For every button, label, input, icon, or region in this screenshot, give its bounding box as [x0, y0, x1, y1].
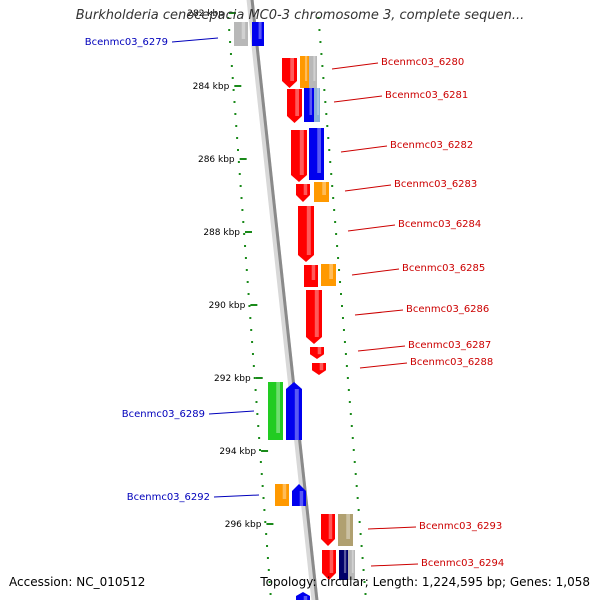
gene-label: Bcenmc03_6289: [122, 409, 205, 420]
tick-label: 294 kbp: [219, 447, 256, 457]
gene-label: Bcenmc03_6281: [385, 90, 468, 101]
leader-line: [351, 268, 400, 276]
gene-label: Bcenmc03_6283: [394, 179, 477, 190]
gene-6279a: [234, 22, 248, 46]
gene-6280b: [300, 56, 309, 88]
gene-6287: [310, 347, 324, 359]
leader-line: [171, 37, 219, 43]
backbone-line: [250, 0, 319, 600]
map-title: Burkholderia cenocepacia MC0-3 chromosom…: [75, 8, 525, 23]
leader-line: [357, 345, 406, 352]
gene-6292b: [292, 484, 306, 506]
gene-6288: [312, 363, 326, 375]
gene-label: Bcenmc03_6288: [410, 357, 493, 368]
tick-label: 290 kbp: [209, 301, 246, 311]
gene-label: Bcenmc03_6285: [402, 263, 485, 274]
tick-label: 292 kbp: [214, 374, 251, 384]
gene-6294b: [339, 550, 348, 580]
gene-label: Bcenmc03_6284: [398, 219, 481, 230]
gene-6289a: [268, 382, 283, 440]
leader-line: [354, 309, 404, 316]
leader-line: [359, 362, 408, 369]
gene-label: Bcenmc03_6293: [419, 521, 502, 532]
gene-6282b: [309, 128, 324, 180]
tick-label: 286 kbp: [198, 155, 235, 165]
gene-6281c: [314, 88, 320, 122]
gene-6285a: [304, 265, 318, 287]
gene-6289b: [286, 382, 302, 440]
leader-line: [340, 145, 388, 153]
gene-tail: [296, 592, 310, 600]
gene-6292a: [275, 484, 289, 506]
gene-6294c: [348, 550, 355, 580]
tick-label: 284 kbp: [193, 82, 230, 92]
leader-line: [370, 563, 419, 567]
gene-label: Bcenmc03_6280: [381, 57, 464, 68]
gene-6294a: [322, 550, 336, 580]
gene-label: Bcenmc03_6282: [390, 140, 473, 151]
gene-6285b: [321, 264, 336, 286]
leader-line: [213, 494, 260, 498]
gene-label: Bcenmc03_6286: [406, 304, 489, 315]
tick-label: 282 kbp: [187, 9, 224, 19]
gene-6281a: [287, 89, 302, 123]
leader-line: [344, 184, 392, 192]
gene-6293b: [338, 514, 353, 546]
gene-6283b: [314, 182, 329, 202]
gene-6284: [298, 206, 314, 262]
gene-label: Bcenmc03_6294: [421, 558, 504, 569]
leader-line: [333, 95, 383, 103]
gene-6286: [306, 290, 322, 344]
gene-label: Bcenmc03_6279: [85, 37, 168, 48]
tick-label: 296 kbp: [225, 520, 262, 530]
gene-6282a: [291, 130, 307, 182]
gene-6279b: [252, 22, 264, 46]
gene-label: Bcenmc03_6292: [127, 492, 210, 503]
gene-6293a: [321, 514, 335, 546]
backbone-shadow: [246, 0, 319, 600]
leader-line: [331, 62, 379, 70]
accession-text: Accession: NC_010512: [9, 575, 146, 589]
leader-line: [208, 410, 255, 415]
gene-6280a: [282, 58, 297, 88]
gene-6283a: [296, 184, 310, 202]
leader-line: [367, 526, 417, 530]
topology-text: Topology: circular; Length: 1,224,595 bp…: [260, 575, 590, 589]
leader-line: [347, 224, 396, 232]
gene-6281b: [304, 88, 314, 122]
gene-6280c: [309, 56, 317, 88]
tick-label: 288 kbp: [203, 228, 240, 238]
gene-label: Bcenmc03_6287: [408, 340, 491, 351]
